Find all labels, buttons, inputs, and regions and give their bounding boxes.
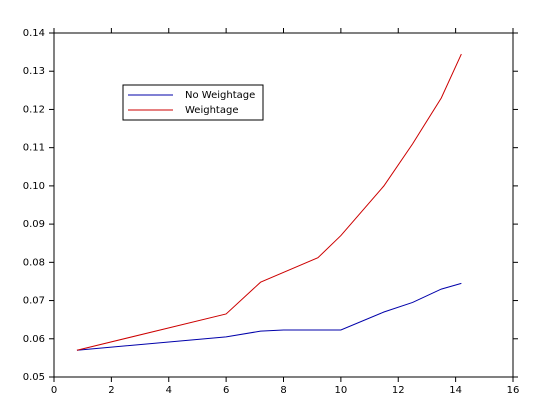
x-tick-label: 4	[166, 385, 172, 396]
x-tick-label: 8	[280, 385, 286, 396]
y-tick-label: 0.08	[23, 257, 45, 268]
x-tick-label: 14	[449, 385, 462, 396]
series-line	[76, 282, 462, 351]
x-tick-label: 6	[223, 385, 229, 396]
legend-label: Weightage	[185, 105, 238, 116]
y-tick-label: 0.13	[23, 66, 45, 77]
x-tick-label: 12	[392, 385, 405, 396]
legend-box	[122, 84, 264, 121]
y-tick-label: 0.12	[23, 104, 45, 115]
series-line	[76, 53, 462, 351]
x-tick-label: 0	[51, 385, 57, 396]
legend-label: No Weightage	[185, 90, 255, 101]
x-tick-label: 10	[335, 385, 348, 396]
y-tick-label: 0.14	[23, 28, 45, 39]
y-tick-label: 0.06	[23, 334, 45, 345]
x-tick-label: 2	[108, 385, 114, 396]
y-tick-label: 0.05	[23, 372, 45, 383]
y-tick-label: 0.10	[23, 181, 45, 192]
x-tick-label: 16	[507, 385, 520, 396]
y-tick-label: 0.11	[23, 143, 45, 154]
y-tick-label: 0.09	[23, 219, 45, 230]
y-tick-label: 0.07	[23, 296, 45, 307]
